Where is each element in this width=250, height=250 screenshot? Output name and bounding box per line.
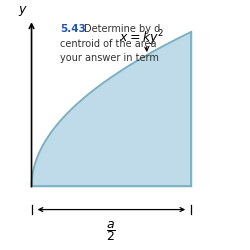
Text: your answer in term: your answer in term	[60, 54, 159, 64]
Text: centroid of the area: centroid of the area	[60, 40, 157, 50]
Text: Determine by d: Determine by d	[84, 24, 160, 34]
Text: $\dfrac{a}{2}$: $\dfrac{a}{2}$	[106, 219, 117, 243]
Text: y: y	[18, 3, 26, 16]
Text: $x = ky^2$: $x = ky^2$	[120, 28, 164, 48]
Text: 5.43: 5.43	[60, 24, 86, 34]
